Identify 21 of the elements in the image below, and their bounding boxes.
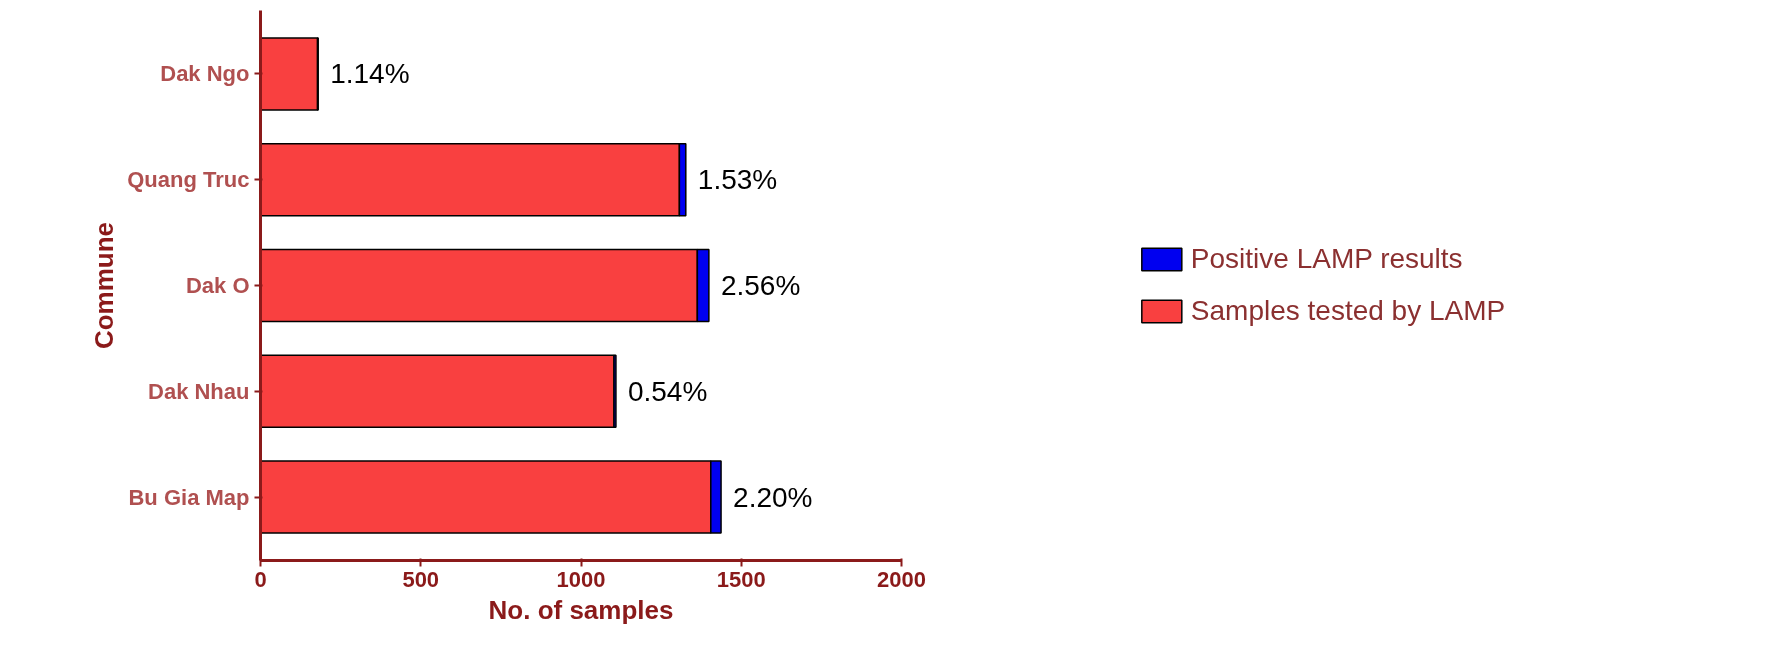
x-tick-label: 1500 [716, 566, 766, 592]
x-tick-label: 1000 [556, 566, 606, 592]
y-tick-label: Bu Gia Map [128, 484, 250, 510]
annotation: 2.20% [733, 481, 813, 513]
x-tick-label: 2000 [877, 566, 926, 592]
y-tick-label: Dak Nhau [148, 378, 250, 404]
x-tick-label: 500 [402, 566, 440, 592]
y-tick-label: Dak Ngo [160, 61, 250, 87]
annotation: 2.56% [720, 270, 801, 301]
x-axis-title: No. of samples [488, 594, 674, 625]
y-tick-label: Dak O [185, 273, 250, 298]
bar [260, 37, 319, 111]
y-axis-title: Commune [89, 221, 120, 350]
annotation: 1.14% [330, 58, 410, 90]
bar [260, 354, 615, 428]
annotation: 1.53% [697, 164, 778, 196]
legend-label: Samples tested by LAMP [1190, 295, 1506, 327]
y-tick-label: Quang Truc [127, 167, 250, 193]
annotation: 0.54% [627, 375, 708, 407]
x-tick-label: 0 [254, 566, 267, 592]
legend-label: Positive LAMP results [1190, 243, 1463, 275]
